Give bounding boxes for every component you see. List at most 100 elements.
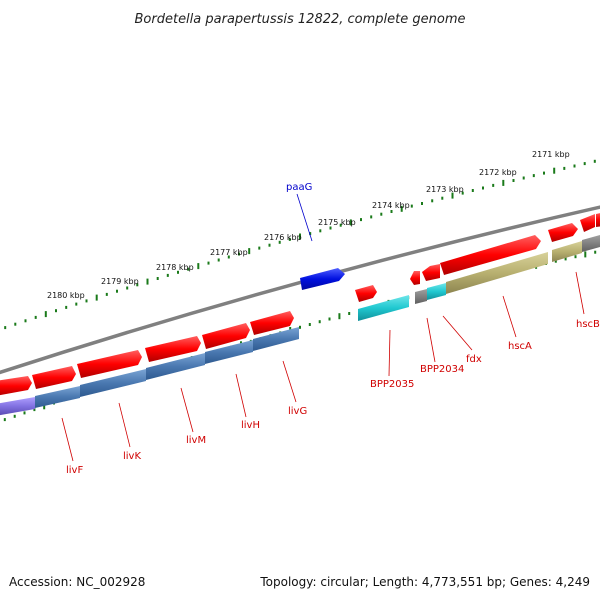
upper-tick-mark (482, 186, 484, 190)
upper-tick-mark (410, 204, 413, 208)
lower-tick-mark (584, 251, 587, 258)
tick-label-2178: 2178 kbp (156, 263, 194, 272)
upper-tick-mark (370, 215, 373, 219)
upper-tick-mark (197, 263, 200, 270)
gene-label-BPP2034[interactable]: BPP2034 (420, 364, 464, 375)
gene-arrow[interactable] (422, 264, 440, 281)
tick-label-2176: 2176 kbp (264, 233, 302, 242)
upper-tick-track (4, 159, 596, 330)
upper-tick-mark (492, 183, 495, 187)
upper-tick-mark (248, 248, 251, 255)
reverse-strand-genes (0, 235, 600, 416)
gene-bar[interactable] (427, 283, 446, 300)
upper-tick-mark (75, 302, 78, 306)
gene-arrow[interactable] (32, 366, 76, 389)
tick-label-2174: 2174 kbp (372, 201, 410, 210)
lower-tick-mark (564, 257, 567, 261)
upper-tick-mark (95, 294, 98, 301)
gene-label-livM[interactable]: livM (186, 435, 206, 446)
gene-bar[interactable] (415, 289, 427, 304)
lower-tick-mark (594, 250, 597, 254)
upper-tick-mark (329, 226, 332, 230)
gene-arrow[interactable] (145, 336, 201, 362)
upper-tick-mark (309, 232, 312, 236)
upper-tick-mark (177, 270, 179, 274)
gene-label-hscA[interactable]: hscA (508, 341, 532, 352)
lower-tick-track (3, 250, 597, 422)
gene-label-livK[interactable]: livK (123, 451, 141, 462)
gene-arrow[interactable] (596, 212, 600, 227)
gene-arrow[interactable] (250, 311, 294, 335)
gene-bar[interactable] (358, 295, 409, 321)
gene-arrow[interactable] (580, 214, 595, 232)
gene-bar[interactable] (446, 252, 548, 294)
lower-tick-mark (338, 313, 341, 320)
gene-label-livH[interactable]: livH (241, 420, 260, 431)
lower-tick-mark (23, 411, 26, 415)
lower-tick-mark (318, 320, 321, 324)
gene-bar[interactable] (205, 340, 253, 364)
upper-tick-mark (451, 192, 454, 199)
gene-arrow[interactable] (202, 323, 250, 349)
upper-tick-mark (390, 210, 393, 213)
upper-tick-mark (380, 212, 383, 216)
upper-tick-mark (431, 199, 434, 203)
gene-label-hscB[interactable]: hscB (576, 319, 600, 330)
genome-backbone (0, 205, 600, 375)
upper-tick-mark (319, 229, 322, 233)
upper-tick-mark (553, 167, 556, 174)
gene-arrow[interactable] (548, 223, 578, 242)
upper-tick-mark (44, 311, 47, 318)
gene-arrow[interactable] (77, 350, 142, 378)
gene-label-livF[interactable]: livF (66, 465, 83, 476)
gene-bar[interactable] (552, 241, 582, 262)
forward-strand-genes (0, 212, 600, 396)
upper-tick-mark (238, 252, 240, 256)
gene-arrow[interactable] (0, 376, 32, 396)
tick-label-2172: 2172 kbp (479, 168, 517, 177)
upper-tick-mark (593, 159, 596, 163)
upper-tick-mark (126, 286, 129, 290)
upper-tick-mark (512, 179, 515, 182)
upper-tick-mark (400, 205, 403, 212)
gene-bar[interactable] (0, 397, 35, 416)
gene-bar[interactable] (80, 369, 146, 397)
gene-bar[interactable] (582, 235, 600, 252)
tick-labels: 2171 kbp 2172 kbp 2173 kbp 2174 kbp 2175… (47, 150, 570, 300)
lower-tick-mark (43, 403, 46, 410)
upper-tick-mark (258, 246, 261, 250)
gene-paaG-arrow[interactable] (300, 268, 345, 290)
upper-tick-mark (34, 315, 37, 319)
upper-tick-mark (55, 309, 57, 313)
gene-label-paaG[interactable]: paaG (286, 182, 312, 193)
upper-tick-mark (24, 319, 27, 323)
gene-bar[interactable] (146, 353, 205, 380)
gene-arrow[interactable] (440, 235, 541, 275)
upper-tick-mark (65, 305, 68, 309)
upper-tick-mark (268, 243, 271, 247)
label-leader-lines (61, 193, 585, 462)
gene-arrow[interactable] (410, 271, 420, 285)
gene-label-fdx[interactable]: fdx (466, 354, 482, 365)
lower-tick-mark (328, 317, 331, 321)
upper-tick-mark (360, 218, 362, 222)
gene-label-livG[interactable]: livG (288, 406, 307, 417)
map-title: Bordetella parapertussis 12822, complete… (135, 12, 466, 27)
lower-tick-mark (554, 259, 557, 263)
gene-arrow[interactable] (355, 285, 377, 302)
gene-bar[interactable] (35, 386, 80, 408)
upper-tick-mark (227, 255, 230, 259)
upper-tick-mark (85, 299, 88, 303)
upper-tick-mark (116, 289, 118, 293)
upper-tick-mark (166, 273, 169, 277)
accession-text: Accession: NC_002928 (9, 575, 145, 589)
gene-bar[interactable] (253, 327, 299, 351)
upper-tick-mark (14, 322, 17, 326)
lower-tick-mark (299, 325, 301, 329)
upper-tick-mark (471, 189, 474, 192)
upper-tick-mark (146, 278, 149, 285)
upper-tick-mark (105, 292, 108, 296)
upper-tick-mark (156, 277, 159, 280)
gene-label-BPP2035[interactable]: BPP2035 (370, 379, 414, 390)
